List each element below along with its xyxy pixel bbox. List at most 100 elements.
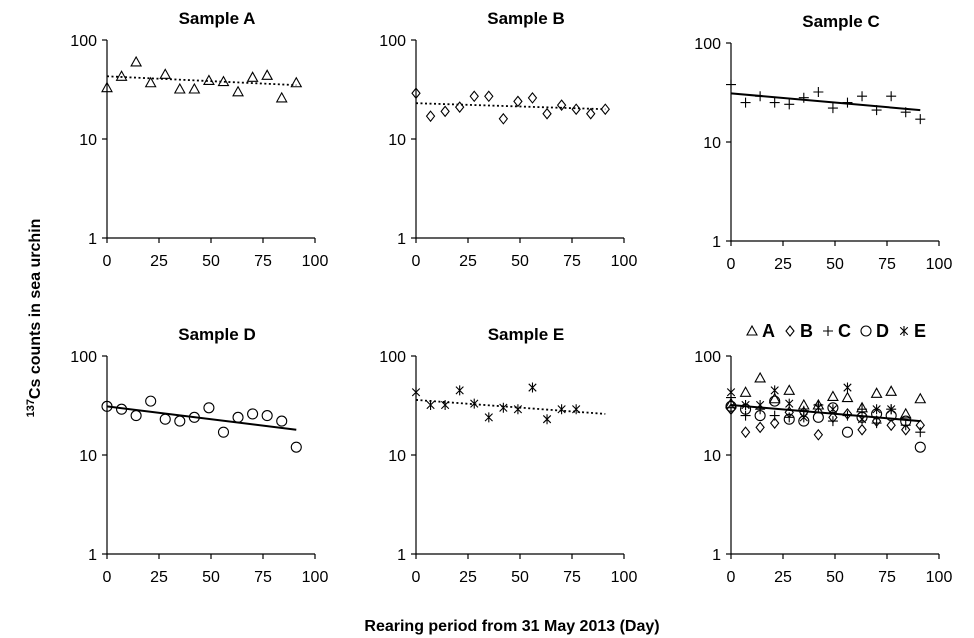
data-point: [425, 110, 436, 123]
data-point-plus: [915, 427, 926, 438]
data-point: [556, 99, 567, 111]
data-point: [527, 92, 538, 104]
data-point: [130, 55, 143, 67]
data-point: [275, 91, 288, 103]
legend-marker-plus: [823, 326, 833, 336]
data-point: [586, 107, 596, 120]
data-point: [115, 70, 128, 81]
data-point: [202, 74, 215, 86]
data-point-asterisk: [872, 404, 881, 415]
data-point: [740, 97, 751, 108]
data-point-triangle: [870, 387, 883, 398]
data-point: [769, 97, 780, 108]
y-tick-label: 10: [388, 132, 406, 149]
trend-line: [106, 405, 297, 431]
data-point-diamond: [813, 428, 824, 441]
x-tick-label: 75: [878, 569, 896, 586]
x-tick-label: 50: [202, 253, 220, 270]
x-tick-label: 75: [254, 253, 272, 270]
data-point-asterisk: [887, 404, 896, 415]
data-point: [857, 91, 868, 102]
data-point-diamond: [886, 419, 896, 432]
data-point: [484, 412, 493, 423]
data-point: [542, 414, 552, 425]
x-tick-label: 0: [412, 253, 421, 270]
y-axis-label-text: Cs counts in sea urchin: [27, 219, 44, 399]
panel-title: Sample C: [802, 12, 879, 31]
data-point-circle: [783, 413, 795, 425]
x-tick-label: 100: [926, 569, 953, 586]
data-point: [827, 103, 838, 114]
data-point: [411, 87, 421, 100]
x-axis-label: Rearing period from 31 May 2013 (Day): [364, 618, 659, 635]
data-point: [484, 90, 494, 103]
x-tick-label: 75: [563, 253, 581, 270]
x-tick-label: 75: [254, 569, 272, 586]
x-tick-label: 25: [774, 256, 792, 273]
y-tick-label: 100: [379, 33, 406, 50]
panel-title: Sample E: [488, 325, 565, 344]
y-tick-label: 10: [703, 448, 721, 465]
data-point-diamond: [726, 403, 736, 416]
y-tick-label: 100: [70, 33, 97, 50]
data-point-plus: [871, 418, 882, 429]
y-tick-label: 1: [397, 231, 406, 248]
x-tick-label: 75: [563, 569, 581, 586]
legend-label: E: [914, 321, 926, 341]
x-tick-label: 0: [727, 256, 736, 273]
data-point: [557, 404, 566, 415]
data-point-circle: [769, 395, 781, 407]
data-point: [528, 382, 537, 393]
x-tick-label: 0: [412, 569, 421, 586]
y-tick-label: 10: [79, 448, 97, 465]
data-point: [513, 404, 523, 415]
data-point: [798, 92, 809, 103]
axes-frame: [415, 40, 624, 239]
data-point: [440, 105, 450, 118]
y-axis-label: 137Cs counts in sea urchin: [25, 219, 44, 418]
y-tick-label: 100: [694, 36, 721, 53]
data-point-asterisk: [843, 382, 852, 393]
axes-frame: [730, 356, 939, 555]
data-point-circle: [754, 410, 766, 422]
x-tick-label: 100: [611, 569, 638, 586]
data-point-diamond: [755, 421, 765, 434]
data-point: [455, 385, 464, 396]
data-point: [217, 426, 230, 438]
x-tick-label: 0: [103, 253, 112, 270]
data-point-asterisk: [828, 404, 838, 415]
data-point: [469, 90, 479, 103]
trend-line: [730, 403, 921, 423]
data-point: [144, 76, 157, 88]
data-point: [915, 114, 926, 125]
x-tick-label: 50: [511, 569, 529, 586]
data-point: [784, 99, 795, 110]
data-point-triangle: [885, 385, 898, 396]
data-point-asterisk: [770, 385, 779, 396]
data-point-triangle: [899, 407, 912, 419]
x-tick-label: 75: [878, 256, 896, 273]
data-point: [542, 107, 552, 120]
data-point: [203, 402, 215, 414]
x-tick-label: 0: [103, 569, 112, 586]
data-point: [145, 395, 157, 407]
data-point-triangle: [768, 392, 781, 404]
legend-label: D: [876, 321, 889, 341]
data-point-asterisk: [726, 387, 736, 398]
data-point-triangle: [725, 397, 737, 409]
data-point: [498, 112, 509, 125]
axes-frame: [730, 43, 939, 242]
data-point: [232, 85, 244, 97]
legend-marker-circle: [860, 325, 872, 337]
data-point: [886, 91, 897, 102]
data-point: [499, 402, 508, 413]
data-point: [130, 410, 142, 422]
data-point: [261, 410, 273, 422]
data-point-plus: [740, 410, 751, 421]
legend-label: C: [838, 321, 851, 341]
trend-line: [415, 102, 606, 111]
legend-marker-asterisk: [899, 326, 909, 336]
x-tick-label: 100: [302, 253, 329, 270]
data-point-plus: [827, 416, 838, 427]
data-point: [159, 413, 171, 425]
